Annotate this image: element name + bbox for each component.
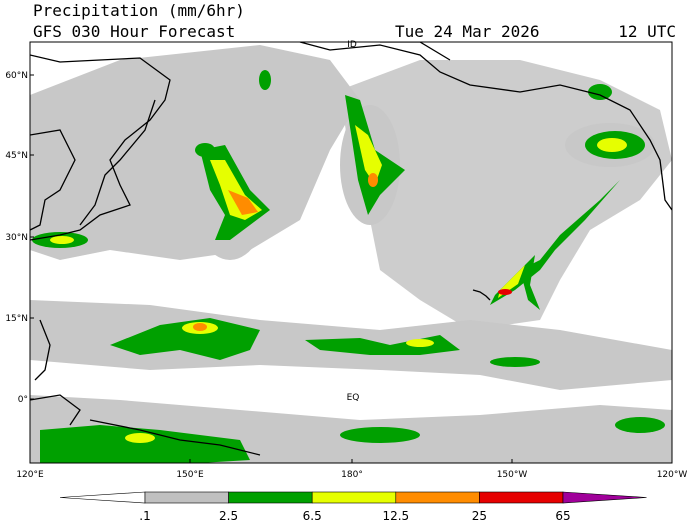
lat-label: 60°N: [5, 71, 28, 81]
subtitle: GFS 030 Hour Forecast: [33, 22, 235, 41]
colorbar-label: 2.5: [219, 509, 238, 523]
colorbar-segment: [479, 491, 564, 504]
lat-label: 30°N: [5, 233, 28, 243]
annotation: EQ: [347, 393, 360, 403]
colorbar-segment: [228, 491, 313, 504]
colorbar-label: 6.5: [303, 509, 322, 523]
colorbar-segment: [144, 491, 229, 504]
colorbar: .1 2.5 6.5 12.5 25 65: [59, 491, 647, 523]
title: Precipitation (mm/6hr): [33, 1, 245, 20]
lon-label: 180°: [341, 470, 363, 480]
colorbar-segment: [395, 491, 480, 504]
lon-label: 120°W: [657, 470, 688, 480]
lon-label: 120°E: [16, 470, 44, 480]
lat-label: 15°N: [5, 314, 28, 324]
colorbar-label: 65: [555, 509, 570, 523]
lat-label: 45°N: [5, 151, 28, 161]
colorbar-label: 25: [472, 509, 487, 523]
lat-label: 0°: [18, 395, 28, 405]
colorbar-segment: [311, 491, 397, 504]
colorbar-label: .1: [139, 509, 150, 523]
colorbar-above: [562, 491, 647, 504]
lon-label: 150°W: [497, 470, 528, 480]
lon-label: 150°E: [176, 470, 204, 480]
colorbar-label: 12.5: [382, 509, 409, 523]
colorbar-below: [59, 491, 146, 504]
map: ID EQ: [29, 40, 673, 464]
time: 12 UTC: [618, 22, 676, 41]
date: Tue 24 Mar 2026: [395, 22, 540, 41]
annotation: ID: [347, 40, 357, 50]
